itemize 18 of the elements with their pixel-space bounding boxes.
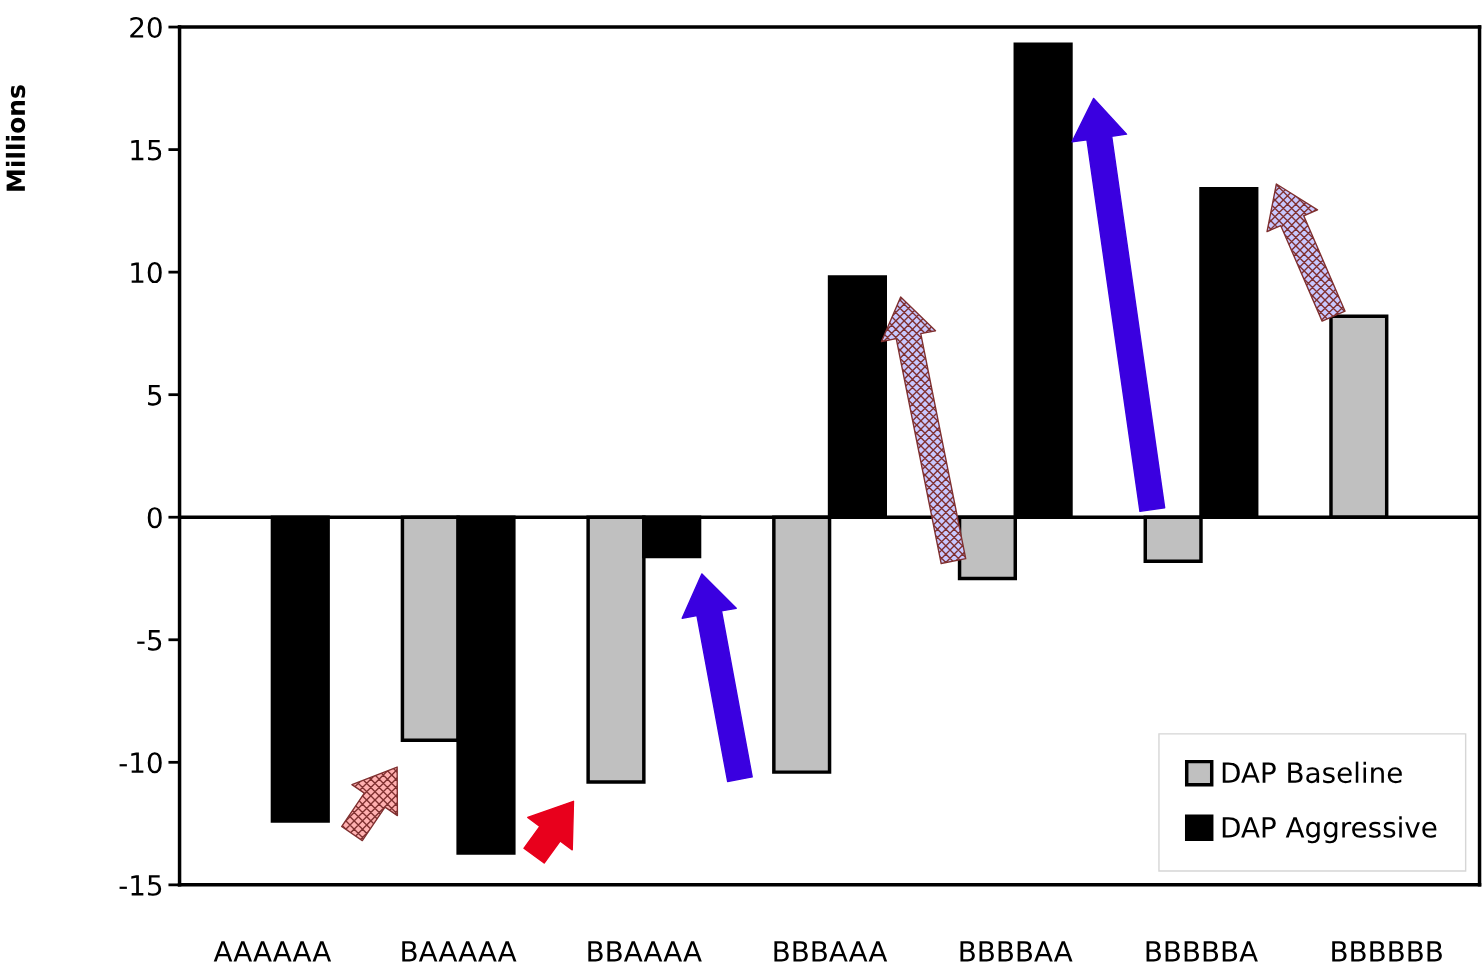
x-tick-label: BBBBBA xyxy=(1146,941,1258,962)
y-tick-label: 0 xyxy=(147,507,162,529)
y-axis-title: Millions xyxy=(5,85,26,191)
x-tick-label: BBBBBB xyxy=(1332,941,1442,962)
legend-label: DAP Aggressive xyxy=(1222,816,1437,844)
y-tick-label: 10 xyxy=(131,262,162,284)
y-tick-label: -5 xyxy=(137,630,162,651)
y-tick-label: 5 xyxy=(148,384,162,406)
y-tick-label: -15 xyxy=(119,875,162,896)
y-tick-label: -10 xyxy=(119,752,162,774)
y-tick-label: 15 xyxy=(131,139,162,161)
x-tick-label: BAAAAA xyxy=(402,941,517,962)
x-tick-label: BBBBAA xyxy=(960,941,1073,962)
y-tick-label: 20 xyxy=(130,16,162,38)
legend-label: DAP Baseline xyxy=(1222,761,1402,784)
x-tick-label: BBAAAA xyxy=(588,941,702,962)
x-tick-label: AAAAAA xyxy=(213,941,332,962)
x-tick-label: BBBAAA xyxy=(774,941,888,962)
